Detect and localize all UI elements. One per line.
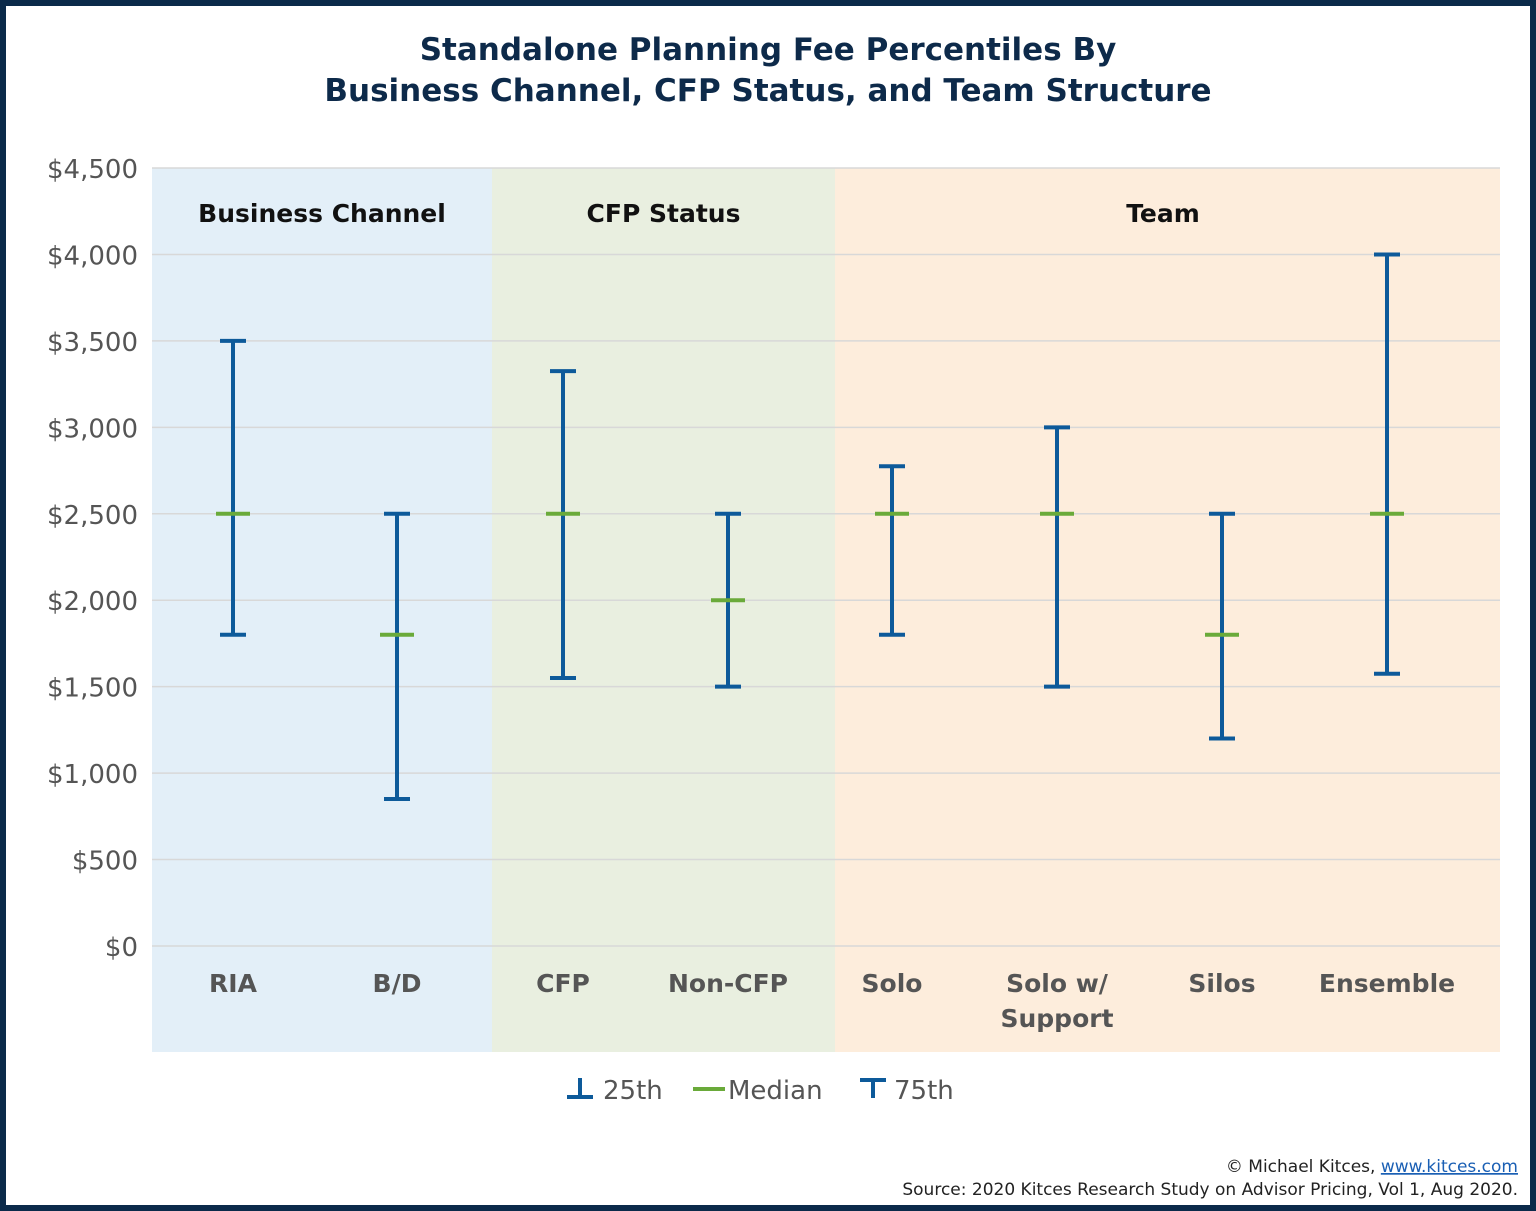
legend-75th-label: 75th <box>894 1076 954 1106</box>
group-band <box>835 168 1500 1052</box>
y-tick-label: $3,500 <box>47 328 138 358</box>
x-tick-label: B/D <box>373 969 422 998</box>
x-tick-label: Non-CFP <box>668 969 788 998</box>
x-tick-label: Silos <box>1188 969 1255 998</box>
group-label: CFP Status <box>587 199 741 228</box>
y-tick-label: $0 <box>105 933 138 963</box>
x-tick-label: Solo w/ <box>1006 969 1109 998</box>
x-tick-label: Support <box>1000 1004 1113 1033</box>
y-tick-label: $1,000 <box>47 760 138 790</box>
x-tick-label: Ensemble <box>1319 969 1455 998</box>
copyright-text: © Michael Kitces, <box>1226 1157 1381 1177</box>
footer-link[interactable]: www.kitces.com <box>1381 1157 1518 1177</box>
group-label: Business Channel <box>198 199 446 228</box>
chart-title: Business Channel, CFP Status, and Team S… <box>324 73 1211 109</box>
y-tick-label: $1,500 <box>47 674 138 704</box>
legend-median-label: Median <box>728 1076 823 1106</box>
y-tick-label: $4,000 <box>47 241 138 271</box>
group-band <box>492 168 835 1052</box>
y-tick-label: $500 <box>72 847 138 877</box>
x-tick-label: RIA <box>209 969 258 998</box>
group-label: Team <box>1126 199 1200 228</box>
legend-25th-label: 25th <box>603 1076 663 1106</box>
y-tick-label: $2,000 <box>47 587 138 617</box>
chart-title: Standalone Planning Fee Percentiles By <box>420 32 1117 68</box>
group-band <box>152 168 492 1052</box>
y-tick-label: $4,500 <box>47 155 138 185</box>
footer-source: Source: 2020 Kitces Research Study on Ad… <box>902 1180 1518 1200</box>
footer-copyright: © Michael Kitces, www.kitces.com <box>1226 1157 1518 1177</box>
y-tick-label: $2,500 <box>47 501 138 531</box>
x-tick-label: CFP <box>536 969 590 998</box>
y-tick-label: $3,000 <box>47 414 138 444</box>
x-tick-label: Solo <box>862 969 923 998</box>
